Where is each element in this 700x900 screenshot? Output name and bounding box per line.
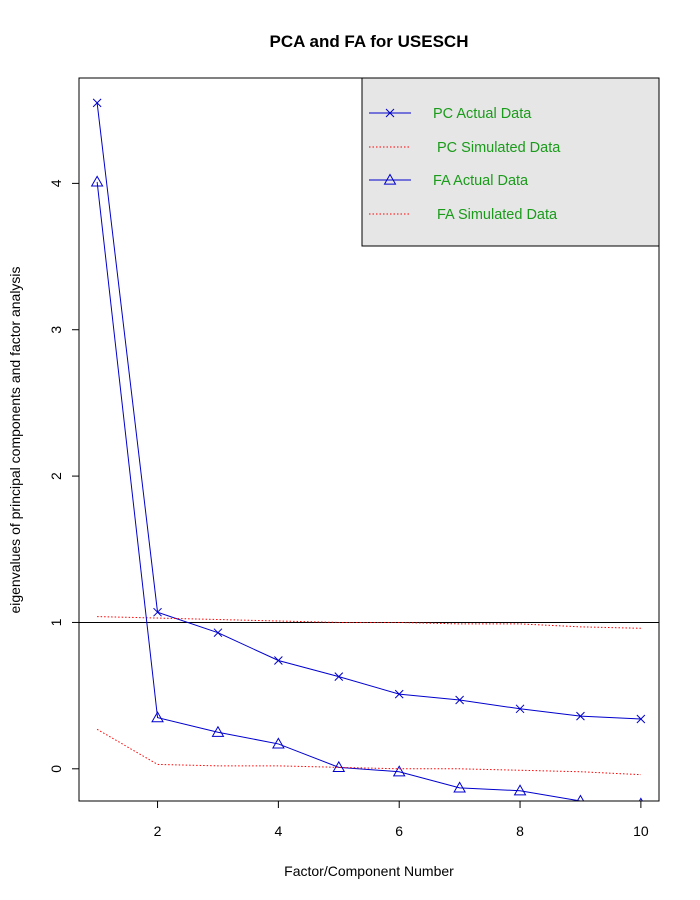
x-tick-label: 6 <box>395 823 403 839</box>
data-point-pc-actual-data <box>213 628 223 638</box>
legend-label-pc-simulated-data: PC Simulated Data <box>437 140 561 156</box>
legend-box <box>361 77 660 247</box>
data-point-pc-actual-data <box>274 656 283 665</box>
x-tick-label: 8 <box>516 823 524 839</box>
y-tick-label: 2 <box>48 472 64 480</box>
x-axis-label: Factor/Component Number <box>284 863 454 879</box>
y-tick-label: 1 <box>48 618 64 626</box>
data-point-pc-actual-data <box>515 704 525 714</box>
series-line-pc-actual-data <box>96 102 641 720</box>
legend-label-pc-actual-data: PC Actual Data <box>433 106 532 122</box>
data-point-fa-actual-data <box>272 737 285 749</box>
axes: 2 4 6 8 10 0 1 2 3 4 <box>48 179 649 839</box>
chart-title: PCA and FA for USESCH <box>270 32 469 51</box>
data-point-fa-actual-data <box>211 725 225 737</box>
data-point-pc-actual-data <box>92 98 102 108</box>
data-point-fa-actual-data <box>90 175 104 187</box>
y-tick-label: 4 <box>48 179 64 187</box>
data-point-fa-actual-data <box>392 765 406 777</box>
data-point-fa-actual-data <box>513 784 527 796</box>
data-point-fa-actual-data <box>453 781 466 793</box>
data-point-fa-actual-data <box>576 794 585 801</box>
data-point-fa-actual-data <box>151 711 164 723</box>
data-point-pc-actual-data <box>576 711 585 721</box>
series-layer <box>79 98 659 801</box>
x-tick-label: 2 <box>154 823 162 839</box>
y-tick-label: 3 <box>48 326 64 334</box>
series-line-fa-simulated-data <box>96 728 641 776</box>
x-tick-label: 10 <box>633 823 649 839</box>
legend: PC Actual Data PC Simulated Data FA Actual… <box>361 77 660 247</box>
y-tick-label: 0 <box>48 765 64 773</box>
data-point-pc-actual-data <box>334 672 344 681</box>
legend-marker-pc-actual-data <box>385 108 395 118</box>
data-point-pc-actual-data <box>153 607 162 617</box>
legend-label-fa-actual-data: FA Actual Data <box>433 173 529 189</box>
y-axis-label: eigenvalues of principal components and … <box>7 266 23 613</box>
data-point-pc-actual-data <box>394 689 404 699</box>
series-line-fa-actual-data <box>96 181 591 801</box>
data-point-pc-actual-data <box>455 695 464 705</box>
x-tick-label: 4 <box>274 823 282 839</box>
data-point-pc-actual-data <box>636 714 646 724</box>
legend-label-fa-simulated-data: FA Simulated Data <box>437 207 558 223</box>
data-point-fa-actual-data <box>332 760 346 772</box>
legend-marker-fa-actual-data <box>383 173 397 185</box>
